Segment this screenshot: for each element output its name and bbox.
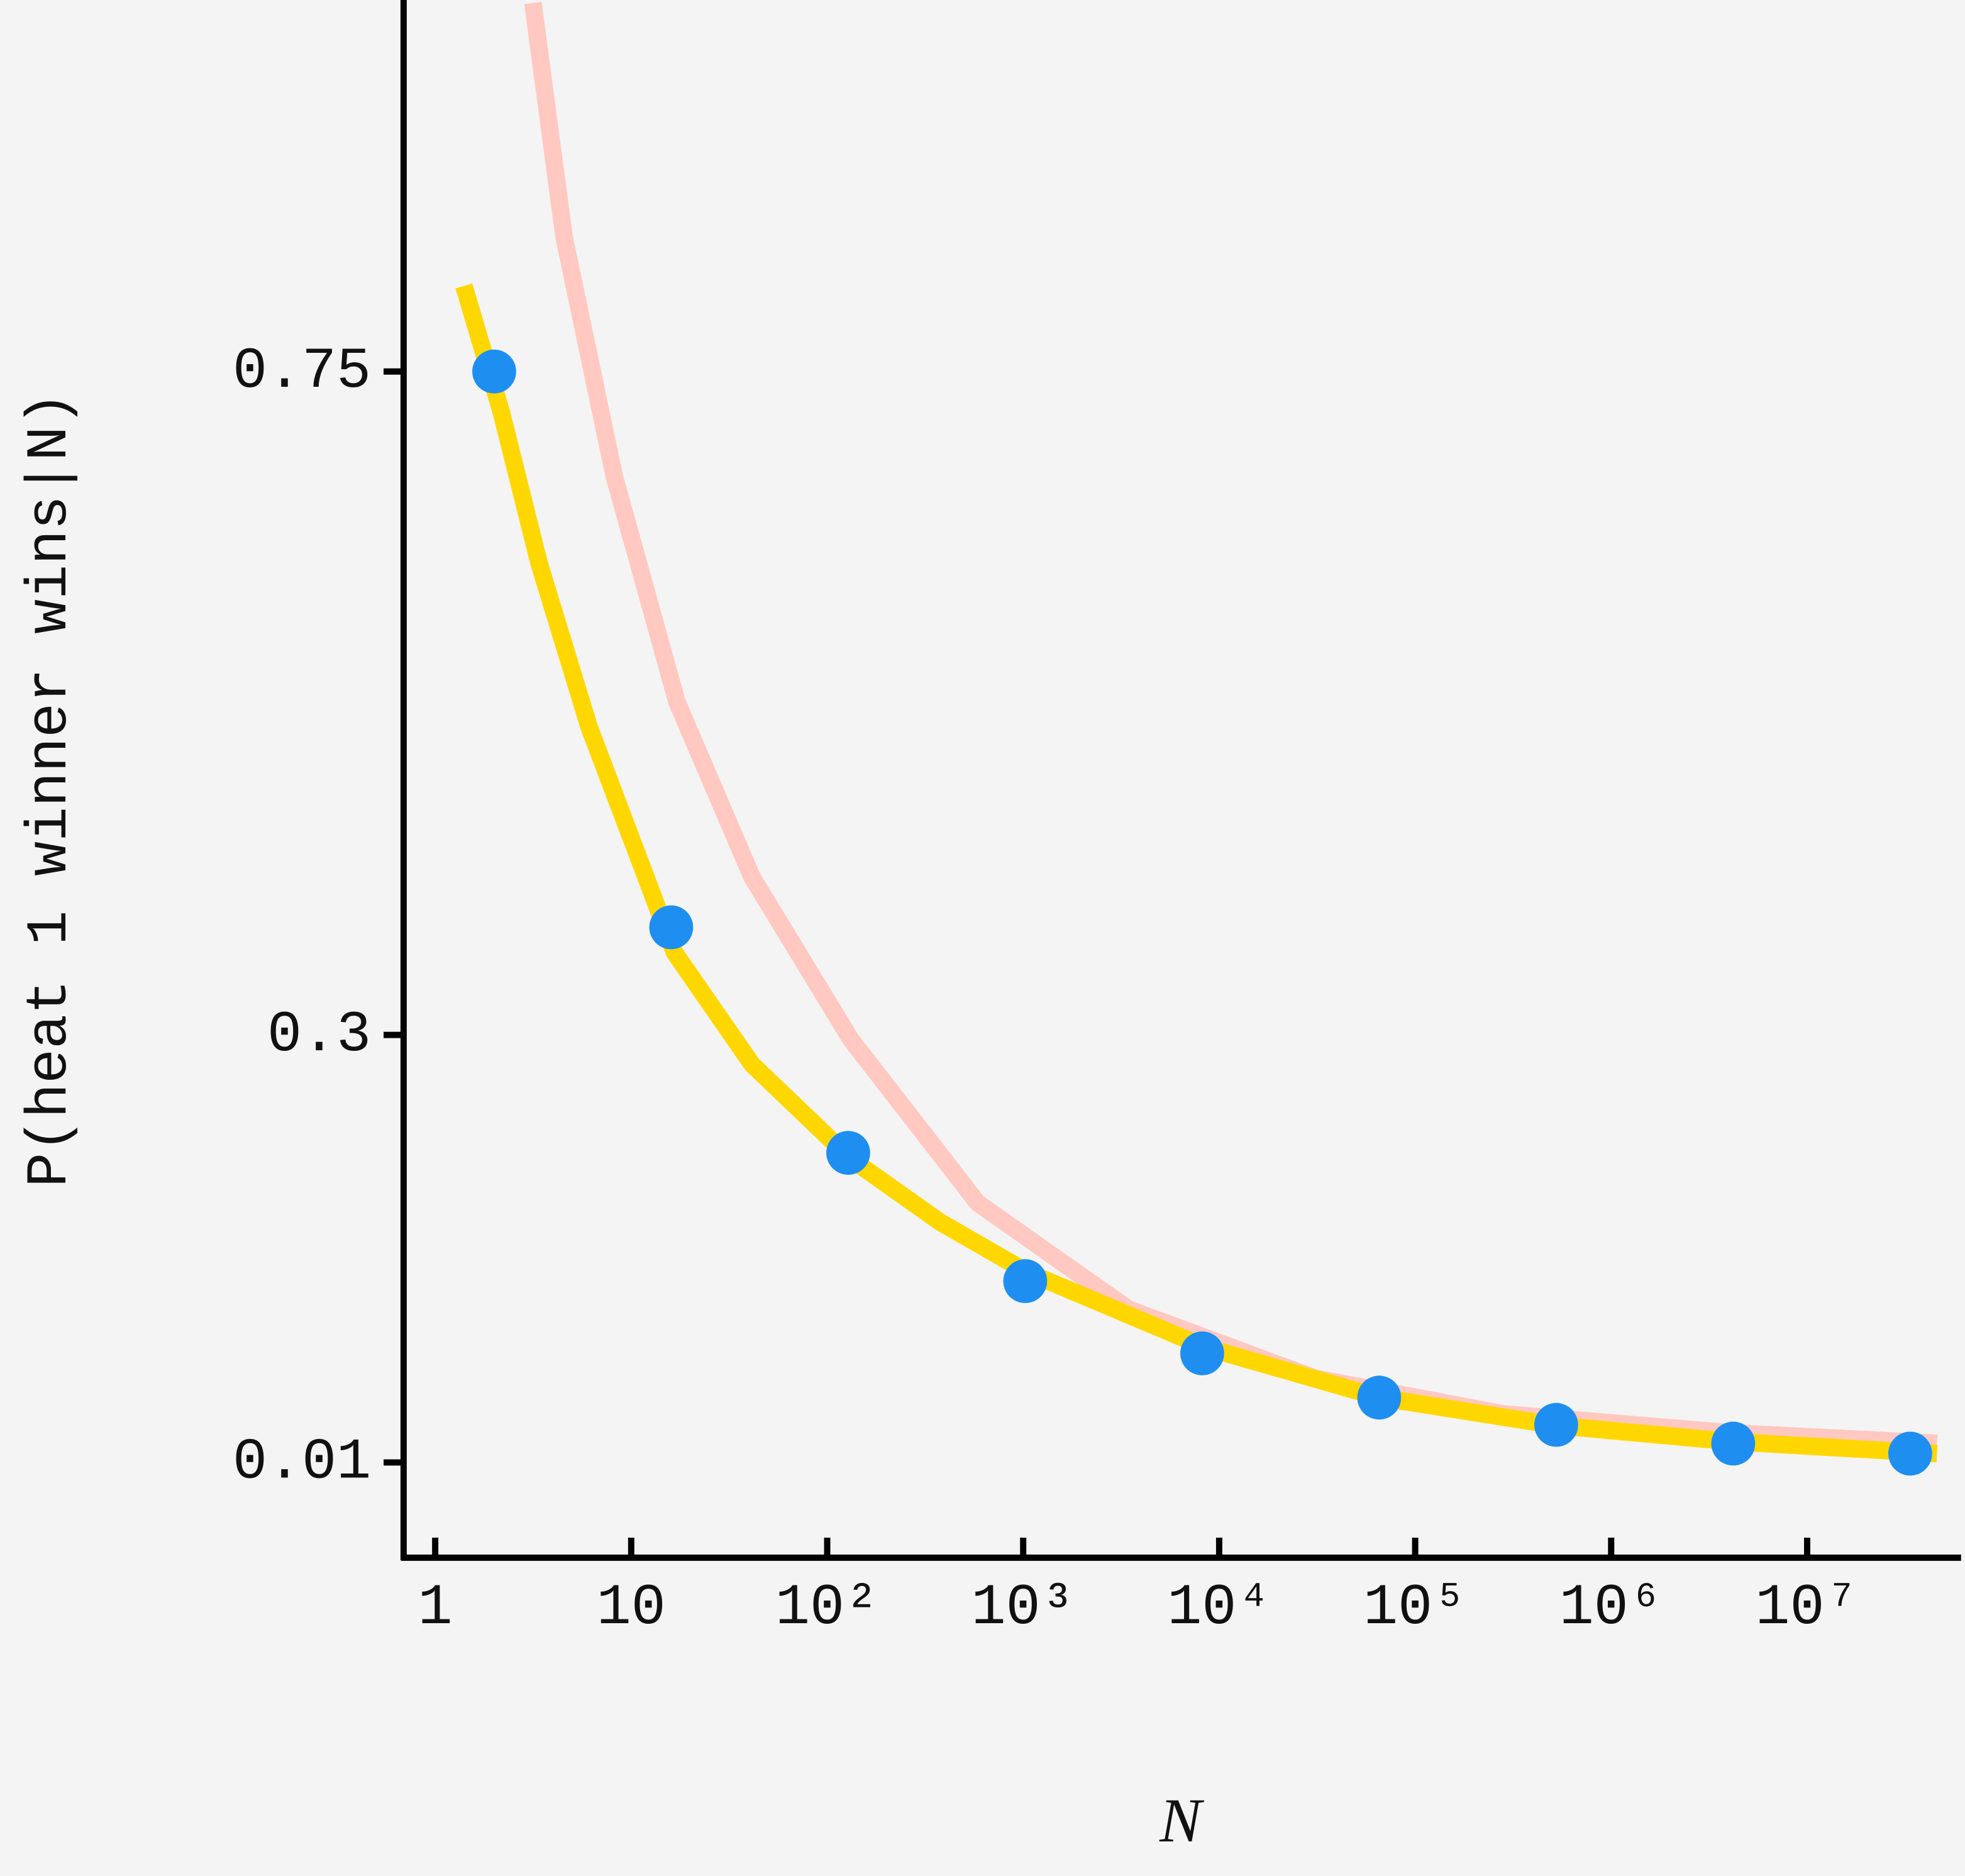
y-axis-label: P(heat 1 winner wins|N) <box>18 392 83 1187</box>
data-point <box>1357 1375 1402 1420</box>
data-point <box>1003 1259 1048 1303</box>
data-point <box>472 349 516 394</box>
x-tick-label: 10⁶ <box>1559 1575 1663 1641</box>
x-tick-label: 10² <box>775 1575 879 1641</box>
x-tick-label: 10⁵ <box>1363 1575 1467 1641</box>
data-point <box>826 1131 870 1175</box>
x-tick-label: 10 <box>597 1575 666 1641</box>
y-tick-label: 0.01 <box>233 1430 371 1496</box>
data-point <box>1180 1331 1224 1375</box>
y-tick-label: 0.75 <box>233 339 371 404</box>
data-point <box>1534 1402 1578 1447</box>
data-point <box>649 905 694 950</box>
data-point <box>1888 1431 1932 1476</box>
data-point <box>1711 1421 1756 1466</box>
x-tick-label: 1 <box>418 1575 453 1641</box>
x-tick-label: 10⁷ <box>1755 1575 1859 1641</box>
x-axis-label: N <box>1159 1785 1205 1855</box>
y-tick-label: 0.3 <box>267 1002 371 1068</box>
x-tick-label: 10³ <box>971 1575 1075 1641</box>
x-tick-label: 10⁴ <box>1167 1575 1271 1641</box>
curve <box>455 283 1938 1463</box>
